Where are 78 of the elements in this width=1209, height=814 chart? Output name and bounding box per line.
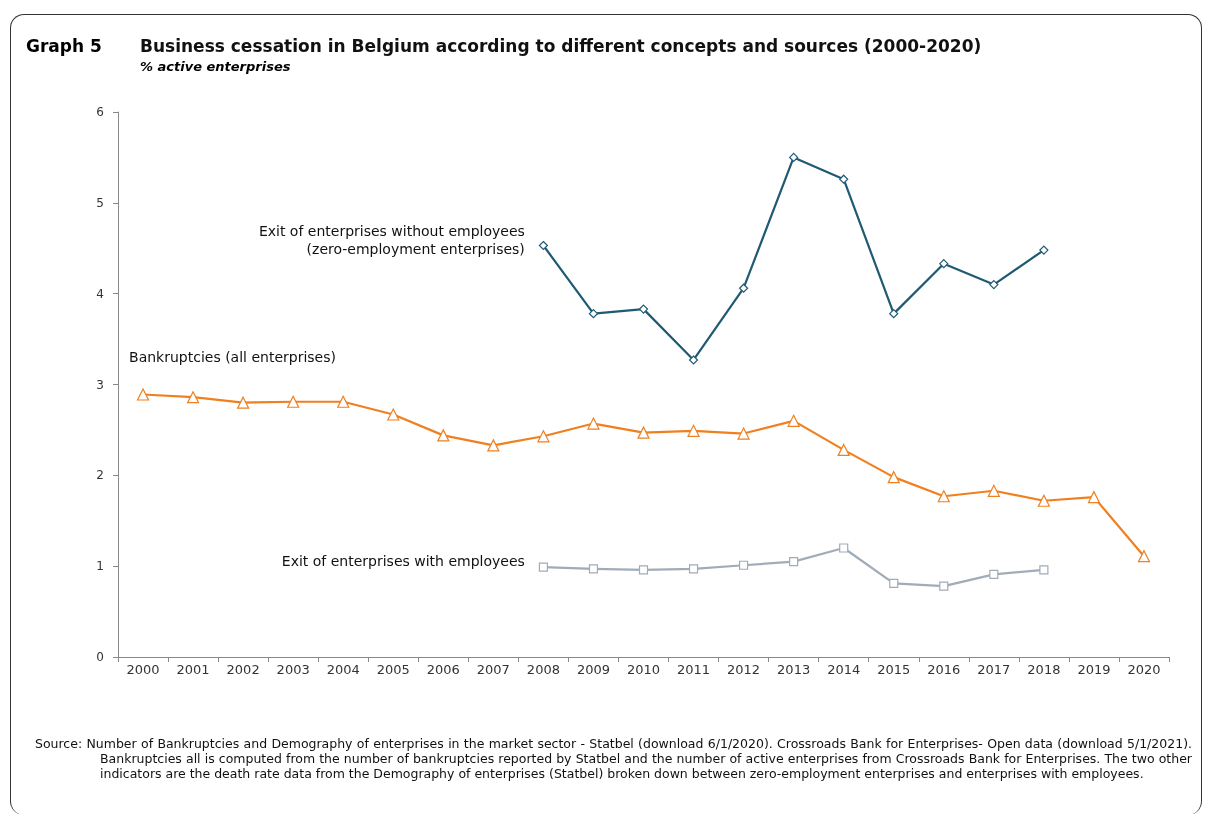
point (537, 430, 550, 443)
x-tick-label: 2004 (326, 662, 360, 677)
point (237, 396, 250, 409)
point (789, 152, 799, 163)
point (637, 426, 650, 439)
point (1039, 245, 1049, 255)
x-tick-label: 2011 (677, 662, 711, 677)
point (737, 427, 750, 440)
point (437, 429, 450, 442)
point (889, 578, 899, 589)
point (887, 471, 900, 484)
point (1087, 491, 1101, 504)
chart-title: Business cessation in Belgium according to different concepts and sources (2000-2020) (140, 36, 982, 56)
source-note: Source: Number of Bankruptcies and Demography of enterprises in the market sector - Statbel (download 6/1/2020). Crossroads Bank for Enterprises- Open data (download 5/1/2021). Bankruptcies all is computed from the number of bankruptcies reported by Statbel and the number of active enterprises from Crossroads Bank for Enterprises. The two other indicators are the death rate data from the Demography of enterprises (Statbel) broken down between zero-employment enterprises and enterprises with employees. (35, 736, 1192, 781)
y-tick-label: 0 (96, 650, 104, 664)
y-tick-label: 1 (96, 559, 104, 574)
x-tick-label: 2007 (476, 662, 510, 677)
point (987, 484, 1000, 497)
point (287, 395, 300, 408)
point (136, 388, 150, 401)
x-tick-label: 2001 (176, 662, 210, 677)
point (789, 557, 799, 567)
point (739, 560, 749, 570)
point (638, 304, 649, 314)
point (688, 355, 699, 365)
x-tick-label: 2013 (777, 662, 811, 677)
x-tick-label: 2005 (376, 662, 410, 677)
point (1039, 565, 1049, 575)
point (387, 408, 400, 421)
point (538, 562, 548, 572)
point (687, 424, 700, 437)
point (989, 569, 999, 579)
x-tick-label: 2009 (576, 662, 610, 677)
point (186, 391, 200, 404)
chart-subtitle: % active enterprises (140, 59, 291, 74)
x-tick-label: 2015 (877, 662, 911, 677)
point (588, 309, 599, 319)
series-label: Bankruptcies (all enterprises) (129, 349, 336, 366)
point (588, 564, 599, 574)
point (939, 259, 949, 269)
point (688, 564, 699, 574)
point (1137, 550, 1151, 563)
point (337, 395, 350, 408)
point (937, 490, 950, 503)
point (839, 174, 849, 184)
x-tick-label: 2006 (426, 662, 460, 677)
x-tick-label: 2000 (126, 662, 160, 677)
x-tick-label: 2020 (1127, 662, 1161, 677)
y-tick-label: 2 (96, 468, 104, 483)
y-tick-label: 4 (96, 286, 104, 301)
series-label: Exit of enterprises with employees (281, 553, 525, 570)
point (989, 279, 999, 290)
point (538, 240, 548, 251)
point (787, 414, 800, 427)
x-tick-label: 2018 (1027, 662, 1061, 677)
x-tick-label: 2014 (827, 662, 861, 677)
y-tick-label: 6 (96, 105, 104, 119)
point (739, 283, 749, 293)
y-tick-label: 5 (96, 195, 104, 210)
caption: Graph 5 (26, 36, 102, 56)
x-tick-label: 2008 (526, 662, 560, 677)
point (638, 565, 649, 575)
series-label: Exit of enterprises without employees (zero-employment enterprises) (258, 222, 525, 257)
x-tick-label: 2012 (727, 662, 761, 677)
y-tick-label: 3 (96, 377, 104, 392)
x-tick-label: 2017 (977, 662, 1011, 677)
point (587, 417, 600, 430)
x-tick-label: 2019 (1077, 662, 1111, 677)
point (939, 581, 949, 591)
x-tick-label: 2016 (927, 662, 961, 677)
point (889, 309, 899, 319)
point (837, 443, 850, 456)
point (839, 543, 849, 553)
x-tick-label: 2003 (276, 662, 310, 677)
x-tick-label: 2010 (626, 662, 661, 677)
point (1037, 494, 1050, 507)
x-tick-label: 2002 (226, 662, 260, 677)
point (487, 439, 500, 452)
